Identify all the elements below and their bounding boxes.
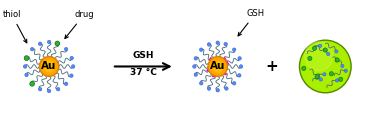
Circle shape [56,87,60,91]
Text: Au: Au [42,61,57,71]
Circle shape [24,56,29,61]
Circle shape [341,64,344,68]
Circle shape [39,42,42,46]
Circle shape [47,89,51,93]
Circle shape [238,57,241,60]
Circle shape [55,41,60,46]
Circle shape [232,48,236,51]
Circle shape [23,65,27,68]
Circle shape [30,47,34,51]
Circle shape [193,65,196,68]
Circle shape [194,73,198,76]
Circle shape [339,77,343,81]
Circle shape [44,61,54,72]
Circle shape [238,74,241,77]
Circle shape [313,46,317,50]
Circle shape [319,78,322,81]
Circle shape [305,42,333,71]
Circle shape [207,87,211,90]
Circle shape [323,73,326,76]
Text: drug: drug [65,10,94,39]
Circle shape [335,58,339,62]
Circle shape [216,88,219,92]
Circle shape [232,81,236,85]
Circle shape [323,48,327,52]
Circle shape [200,81,203,85]
Circle shape [216,41,219,45]
Circle shape [344,69,347,72]
Text: GSH: GSH [238,9,265,36]
Text: GSH: GSH [133,51,154,60]
Circle shape [30,81,34,86]
Circle shape [64,47,68,51]
Circle shape [315,75,319,79]
Circle shape [327,52,330,56]
Circle shape [212,61,223,72]
Circle shape [225,87,228,90]
Text: Au: Au [210,61,225,71]
Circle shape [47,40,51,44]
Circle shape [336,79,339,82]
Circle shape [200,48,203,51]
Text: thiol: thiol [3,10,27,43]
Circle shape [64,82,68,86]
Circle shape [70,56,73,60]
Circle shape [329,72,333,76]
Circle shape [39,57,59,76]
Circle shape [319,44,322,47]
Circle shape [41,58,57,75]
Text: +: + [265,59,278,74]
Circle shape [70,74,73,77]
Circle shape [25,73,28,77]
Text: 37 °C: 37 °C [130,68,157,77]
Circle shape [39,87,42,91]
Circle shape [208,57,228,76]
Circle shape [335,50,338,53]
Circle shape [71,65,75,68]
Circle shape [209,58,226,75]
Circle shape [302,66,306,70]
Circle shape [207,43,211,46]
Circle shape [194,57,198,60]
Circle shape [299,40,351,93]
Circle shape [224,42,228,46]
Circle shape [239,65,243,68]
Circle shape [308,56,312,61]
